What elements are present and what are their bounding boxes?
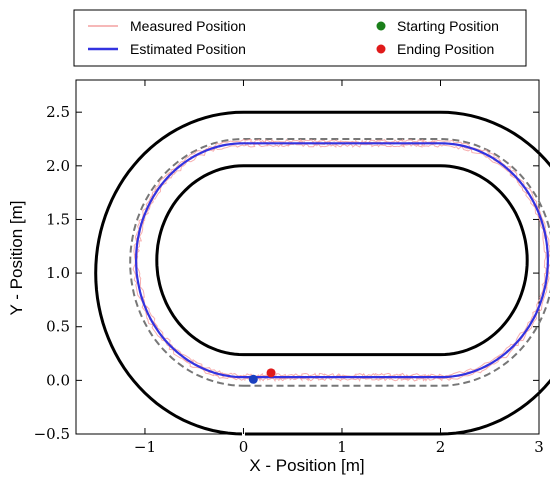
legend-end-marker <box>376 44 386 54</box>
x-tick-label: 2 <box>436 438 446 456</box>
measured-position-line <box>132 138 550 383</box>
y-tick-label: 0.5 <box>46 318 70 336</box>
x-tick-label: −1 <box>134 438 156 456</box>
axis-ticks: −1 0 1 2 3 −0.5 0.0 0.5 1.0 1.5 2.0 2.5 <box>34 80 544 456</box>
y-tick-label: 1.5 <box>46 210 70 228</box>
inner-track-boundary <box>155 164 529 357</box>
y-tick-label: 1.0 <box>46 264 70 282</box>
legend-estimated-label: Estimated Position <box>130 41 246 57</box>
ending-position-marker <box>266 368 276 378</box>
y-axis-label: Y - Position [m] <box>7 201 26 316</box>
estimated-position-line <box>134 142 550 379</box>
y-tick-label: −0.5 <box>34 425 70 443</box>
legend-box <box>73 9 527 67</box>
y-tick-label: 2.0 <box>46 157 70 175</box>
x-tick-label: 0 <box>239 438 249 456</box>
x-tick-label: 1 <box>337 438 347 456</box>
measured-position-line <box>136 142 547 378</box>
y-tick-label: 0.0 <box>46 371 70 389</box>
x-axis-label: X - Position [m] <box>249 456 364 475</box>
outer-track-boundary <box>94 110 550 436</box>
plot-content <box>94 110 550 437</box>
starting-position-marker <box>248 374 258 384</box>
legend-measured-label: Measured Position <box>130 18 246 34</box>
legend: Measured Position Estimated Position Sta… <box>73 9 527 67</box>
legend-end-label: Ending Position <box>397 41 494 57</box>
x-tick-label: 3 <box>534 438 544 456</box>
legend-start-label: Starting Position <box>397 18 499 34</box>
y-tick-label: 2.5 <box>46 103 70 121</box>
legend-start-marker <box>376 21 386 31</box>
